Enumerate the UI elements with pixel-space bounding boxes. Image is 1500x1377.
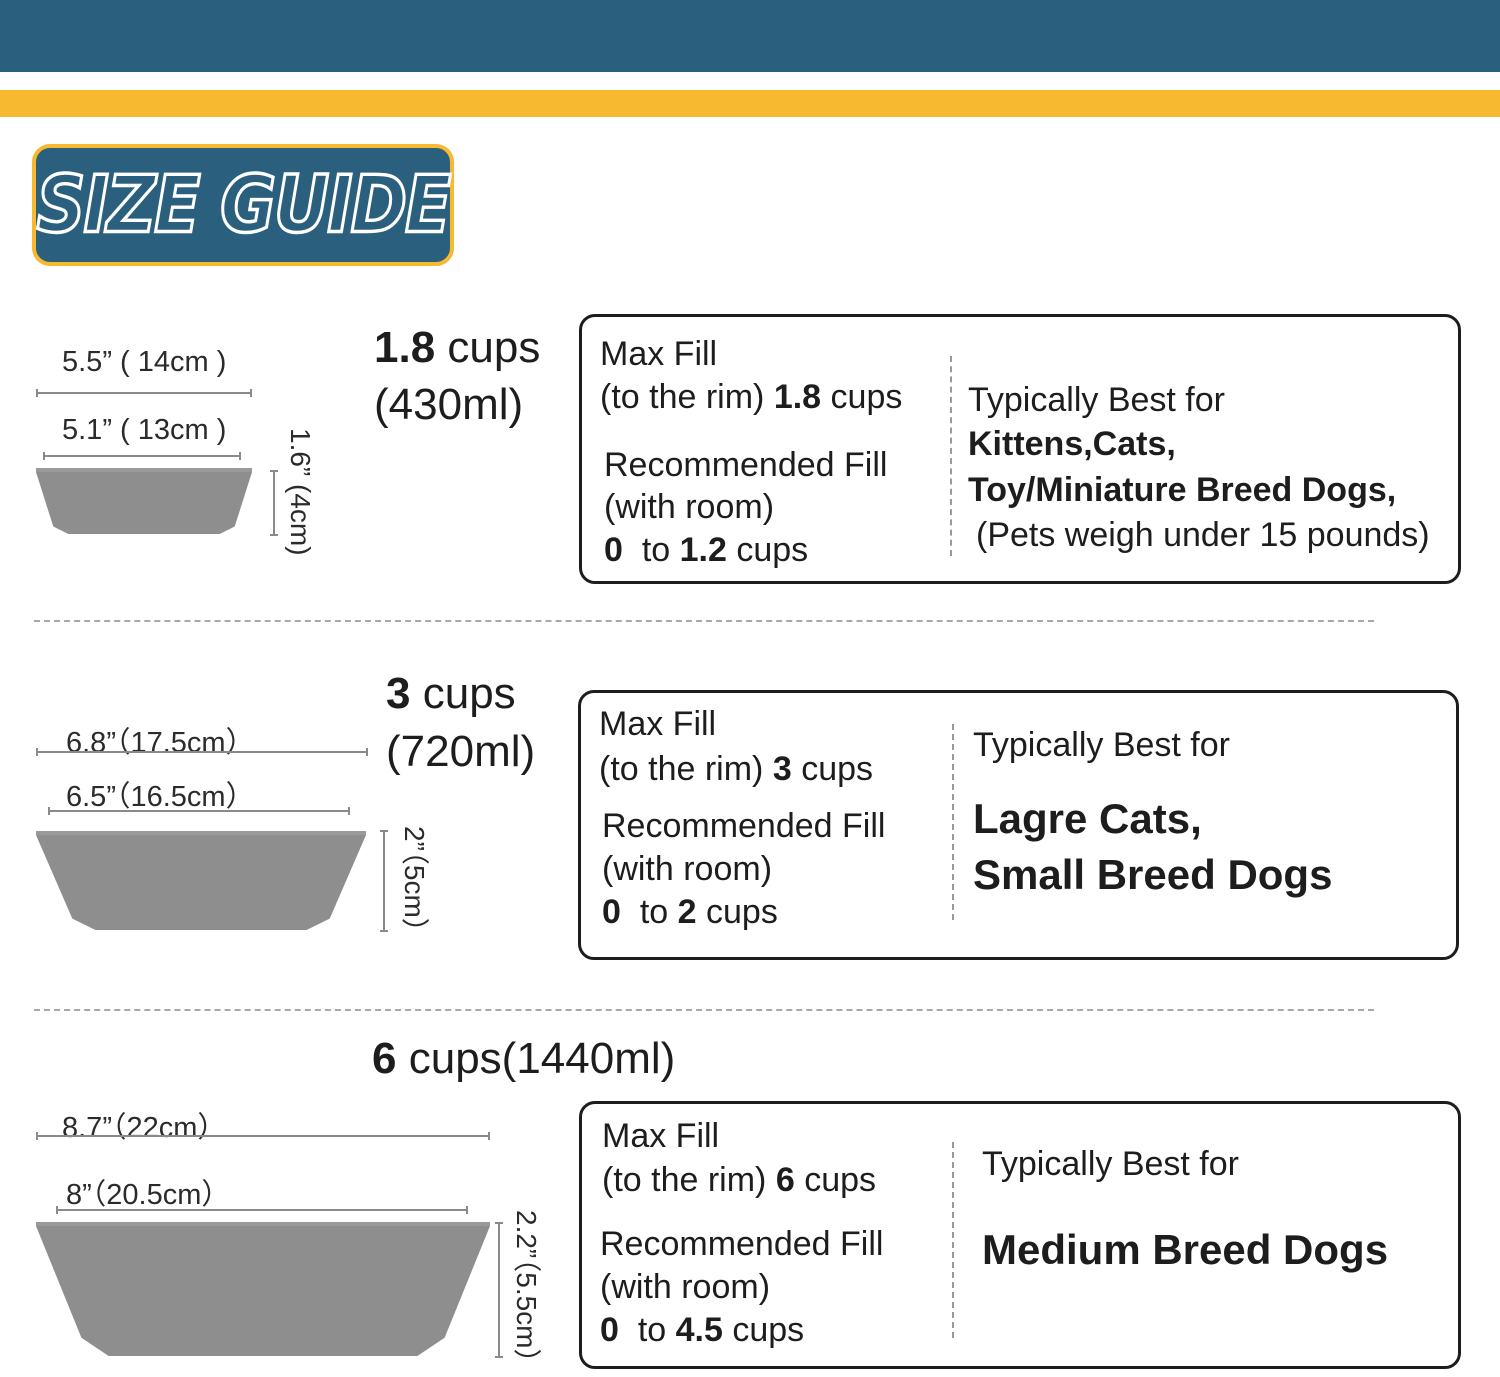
outer-diameter-label: 5.5” ( 14cm ) (62, 346, 227, 378)
top-banner (0, 0, 1500, 72)
inner-diameter-label: 6.5”（16.5cm） (66, 781, 255, 813)
height-label: 2”（5cm） (399, 826, 430, 946)
height-line (380, 830, 388, 932)
height-line (495, 1222, 503, 1358)
recommended-fill-label: Recommended Fill (604, 446, 888, 484)
best-for-line: Lagre Cats, (973, 795, 1202, 842)
outer-diameter-line (36, 748, 368, 756)
capacity-ml: (430ml) (374, 380, 524, 429)
capacity-cups: 6 cups(1440ml) (372, 1034, 676, 1083)
max-fill-label: Max Fill (602, 1117, 720, 1155)
recommended-fill-label: Recommended Fill (600, 1225, 884, 1263)
bowl-silhouette (36, 835, 366, 930)
best-for-line: Medium Breed Dogs (982, 1226, 1389, 1273)
outer-diameter-label: 6.8”（17.5cm） (66, 727, 255, 759)
bowl-rim (36, 831, 366, 835)
capacity-cups: 3 cups (386, 669, 516, 718)
outer-diameter-line (36, 389, 252, 397)
size-guide-title: SIZE GUIDE (35, 158, 453, 252)
best-for-label: Typically Best for (982, 1145, 1239, 1183)
best-for-label: Typically Best for (968, 381, 1225, 419)
max-fill-label: Max Fill (599, 705, 717, 743)
max-fill-value: (to the rim) 1.8 cups (600, 378, 903, 416)
inner-diameter-line (48, 807, 350, 815)
capacity-ml: (720ml) (386, 727, 536, 776)
fill-info-card (578, 690, 1459, 960)
fill-info-card (579, 314, 1461, 584)
outer-diameter-label: 8.7”（22cm） (62, 1112, 227, 1144)
best-for-line: Toy/Miniature Breed Dogs, (968, 471, 1397, 509)
accent-stripe (0, 90, 1500, 117)
max-fill-value: (to the rim) 3 cups (599, 750, 874, 788)
best-for-label: Typically Best for (973, 726, 1230, 764)
best-for-line: Small Breed Dogs (973, 851, 1333, 898)
card-divider (952, 1142, 954, 1338)
height-label: 2.2”（5.5cm） (511, 1210, 542, 1377)
size-guide-badge: SIZE GUIDE (32, 144, 454, 266)
best-for-note: (Pets weigh under 15 pounds) (976, 516, 1430, 554)
max-fill-value: (to the rim) 6 cups (602, 1161, 877, 1199)
outer-diameter-line (36, 1132, 490, 1140)
bowl-rim (36, 1222, 490, 1226)
recommended-fill-range: 0 to 4.5 cups (600, 1311, 805, 1349)
card-divider (952, 724, 954, 920)
recommended-fill-range: 0 to 1.2 cups (604, 531, 809, 569)
capacity-cups: 1.8 cups (374, 323, 541, 372)
max-fill-label: Max Fill (600, 335, 718, 373)
recommended-fill-note: (with room) (600, 1268, 771, 1306)
height-line (270, 470, 278, 536)
recommended-fill-range: 0 to 2 cups (602, 893, 778, 931)
fill-info-card (579, 1101, 1461, 1369)
bowl-silhouette (36, 472, 252, 534)
recommended-fill-label: Recommended Fill (602, 807, 886, 845)
inner-diameter-label: 5.1” ( 13cm ) (62, 414, 227, 446)
inner-diameter-label: 8”（20.5cm） (66, 1179, 231, 1211)
section-divider (34, 620, 1374, 622)
bowl-silhouette (36, 1226, 490, 1356)
inner-diameter-line (56, 1206, 468, 1214)
inner-diameter-line (43, 452, 241, 460)
recommended-fill-note: (with room) (602, 850, 773, 888)
card-divider (950, 356, 952, 556)
recommended-fill-note: (with room) (604, 488, 775, 526)
bowl-rim (36, 468, 252, 472)
height-label: 1.6” (4cm) (285, 428, 316, 556)
section-divider (34, 1009, 1374, 1011)
best-for-line: Kittens,Cats, (968, 425, 1176, 463)
